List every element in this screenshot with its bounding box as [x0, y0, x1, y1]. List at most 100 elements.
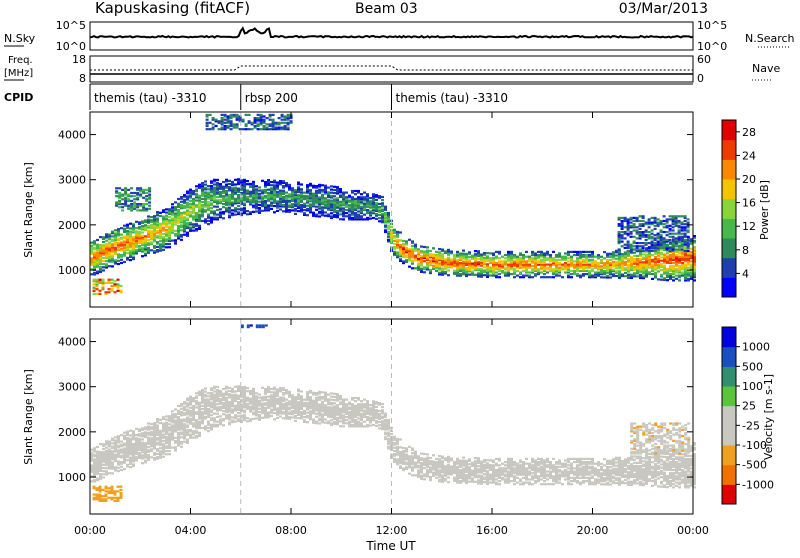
power-cell: [118, 206, 121, 208]
power-cell: [108, 279, 111, 281]
power-cell: [501, 260, 504, 262]
power-cell: [216, 199, 219, 201]
power-cell: [411, 240, 414, 242]
power-cell: [159, 243, 162, 245]
power-cell: [147, 215, 150, 217]
power-cell: [324, 197, 327, 199]
velocity-cell: [117, 460, 120, 462]
power-cell: [591, 251, 594, 253]
power-cell: [242, 119, 245, 121]
power-cell: [396, 239, 399, 241]
velocity-cell: [213, 413, 216, 415]
power-cell: [354, 198, 357, 200]
power-cell: [99, 244, 102, 246]
power-cell: [351, 190, 354, 192]
velocity-cell: [120, 466, 123, 468]
velocity-cell: [261, 417, 264, 419]
power-cell: [147, 219, 150, 221]
velocity-cell: [153, 457, 156, 459]
power-cell: [381, 202, 384, 204]
power-cell: [630, 225, 633, 227]
velocity-heatmap-cells: [90, 324, 696, 502]
power-cell: [585, 270, 588, 272]
power-cell: [145, 195, 148, 197]
power-cell: [567, 275, 570, 277]
power-cell: [552, 251, 555, 253]
power-cell: [666, 255, 669, 257]
power-cell: [639, 223, 642, 225]
velocity-cell: [135, 434, 138, 436]
power-cell: [309, 203, 312, 205]
power-cell: [300, 188, 303, 190]
power-cell: [615, 254, 618, 256]
nsky-tick-bottom: 10^0: [56, 40, 86, 53]
power-cell: [257, 128, 260, 130]
power-cell: [227, 115, 230, 117]
power-cell: [675, 275, 678, 277]
power-cell: [582, 259, 585, 261]
power-cell: [633, 255, 636, 257]
power-cell: [516, 275, 519, 277]
velocity-cell: [318, 422, 321, 424]
power-cell: [237, 178, 240, 180]
velocity-cell: [303, 416, 306, 418]
power-cell: [636, 242, 639, 244]
power-cell: [218, 120, 221, 122]
velocity-cell: [162, 456, 165, 458]
velocity-cell: [246, 417, 249, 419]
velocity-cell: [174, 437, 177, 439]
power-cell: [420, 255, 423, 257]
power-cell: [288, 204, 291, 206]
power-cell: [579, 260, 582, 262]
velocity-cell: [180, 408, 183, 410]
power-cell: [666, 239, 669, 241]
power-cell: [282, 210, 285, 212]
power-cell: [330, 195, 333, 197]
power-cell: [387, 212, 390, 214]
power-cell: [219, 208, 222, 210]
power-cell: [525, 275, 528, 277]
velocity-cell: [312, 419, 315, 421]
nave-tick-top: 60: [697, 53, 711, 66]
power-cell: [669, 241, 672, 243]
power-cell: [148, 208, 151, 210]
power-cell: [483, 274, 486, 276]
power-cell: [249, 191, 252, 193]
velocity-cell: [150, 456, 153, 458]
velocity-cell: [99, 451, 102, 453]
power-cell: [654, 272, 657, 274]
power-cell: [528, 275, 531, 277]
power-cell: [192, 223, 195, 225]
velocity-cell: [234, 390, 237, 392]
power-cell: [136, 197, 139, 199]
power-cell: [139, 203, 142, 205]
power-cell: [597, 272, 600, 274]
power-cell: [249, 199, 252, 201]
power-cell: [209, 128, 212, 130]
nsearch-label: N.Search: [745, 32, 795, 45]
power-cell: [192, 215, 195, 217]
velocity-cell: [141, 432, 144, 434]
power-cell: [270, 187, 273, 189]
power-cell: [129, 250, 132, 252]
power-cell: [660, 234, 663, 236]
power-cell: [621, 245, 624, 247]
power-cell: [145, 208, 148, 210]
power-cell: [546, 264, 549, 266]
velocity-cell: [105, 450, 108, 452]
power-cell: [498, 257, 501, 259]
power-cell: [570, 273, 573, 275]
power-cell: [678, 245, 681, 247]
velocity-cell: [201, 411, 204, 413]
power-cell: [297, 194, 300, 196]
power-cell: [321, 189, 324, 191]
power-cell: [495, 275, 498, 277]
power-cell: [303, 212, 306, 214]
power-cell: [573, 260, 576, 262]
power-cell: [687, 229, 690, 231]
velocity-cell: [270, 415, 273, 417]
power-cell: [111, 254, 114, 256]
power-cell: [345, 209, 348, 211]
power-cell: [281, 114, 284, 116]
power-cell: [444, 250, 447, 252]
